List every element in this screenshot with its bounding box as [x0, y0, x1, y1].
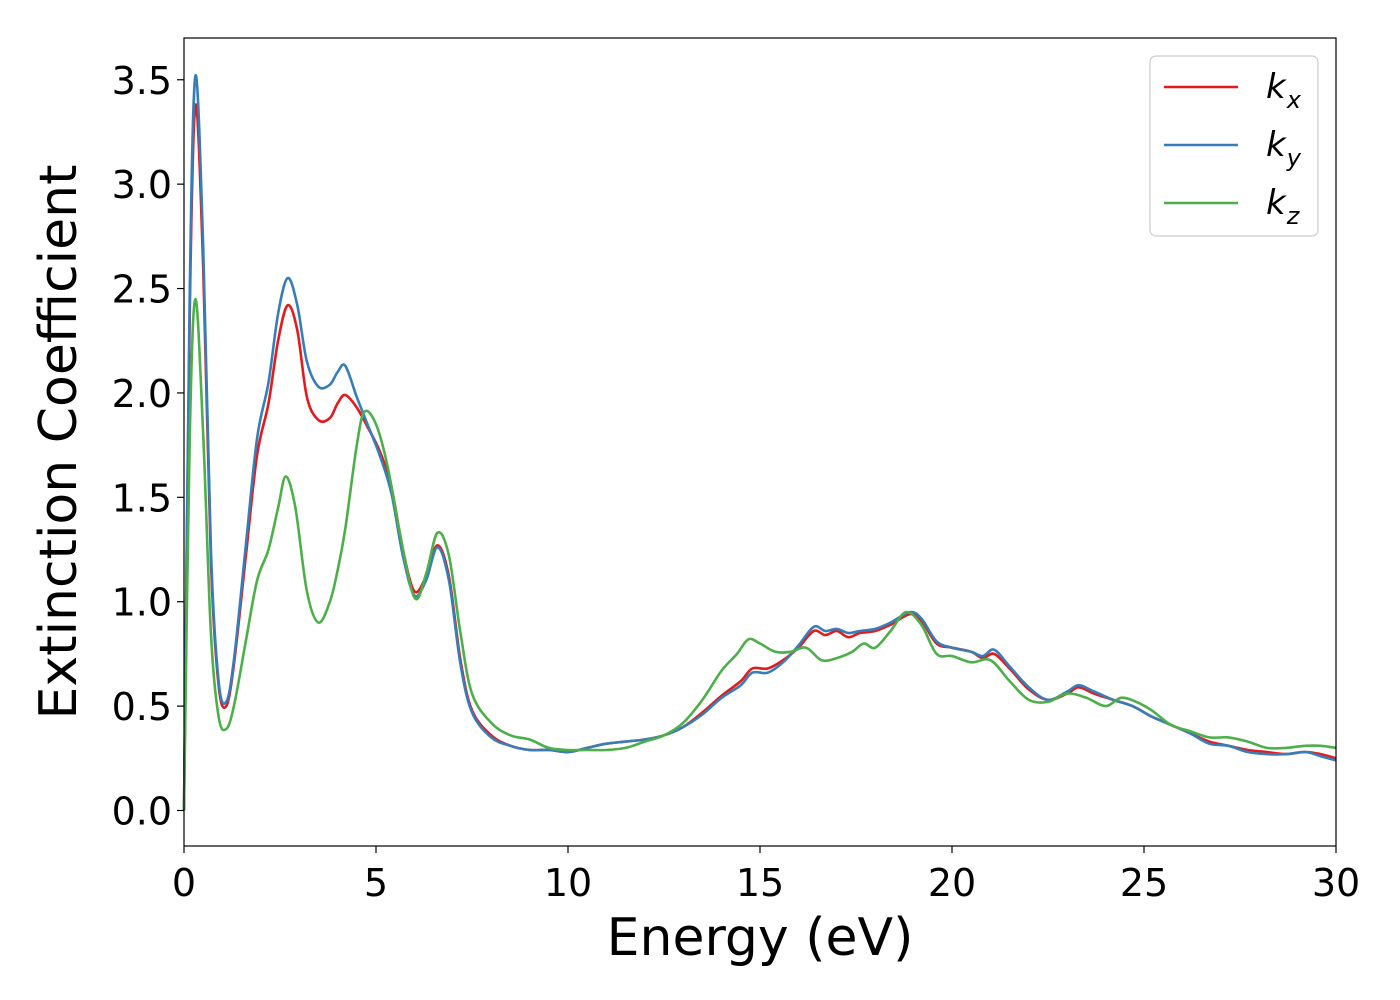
y-tick-label: 3.5 — [112, 59, 172, 103]
legend-label-subscript: y — [1286, 144, 1302, 172]
x-tick-label: 0 — [172, 861, 196, 905]
x-tick-label: 20 — [928, 861, 976, 905]
x-tick-label: 30 — [1312, 861, 1360, 905]
y-tick-label: 1.0 — [112, 581, 172, 625]
x-tick-label: 10 — [544, 861, 592, 905]
series-line-kz — [182, 297, 1337, 811]
y-tick-label: 1.5 — [112, 476, 172, 520]
y-axis: 0.0 0.5 1.0 1.5 2.0 2.5 3.0 3.5 — [112, 59, 184, 834]
x-axis: 0 5 10 15 20 25 30 — [172, 846, 1360, 905]
series-line-ky — [182, 74, 1337, 811]
y-tick-label: 3.0 — [112, 163, 172, 207]
x-tick-label: 5 — [364, 861, 388, 905]
x-tick-label: 25 — [1120, 861, 1168, 905]
x-axis-label: Energy (eV) — [607, 908, 914, 968]
y-tick-label: 0.5 — [112, 685, 172, 729]
y-tick-label: 2.5 — [112, 268, 172, 312]
legend-label-subscript: z — [1286, 202, 1301, 230]
x-tick-label: 15 — [736, 861, 784, 905]
y-tick-label: 2.0 — [112, 372, 172, 416]
legend-label-ky: ky — [1266, 125, 1302, 172]
y-tick-label: 0.0 — [112, 790, 172, 834]
y-axis-label: Extinction Coefficient — [29, 165, 89, 720]
series-layer — [182, 74, 1337, 811]
legend-label-subscript: x — [1286, 86, 1302, 114]
